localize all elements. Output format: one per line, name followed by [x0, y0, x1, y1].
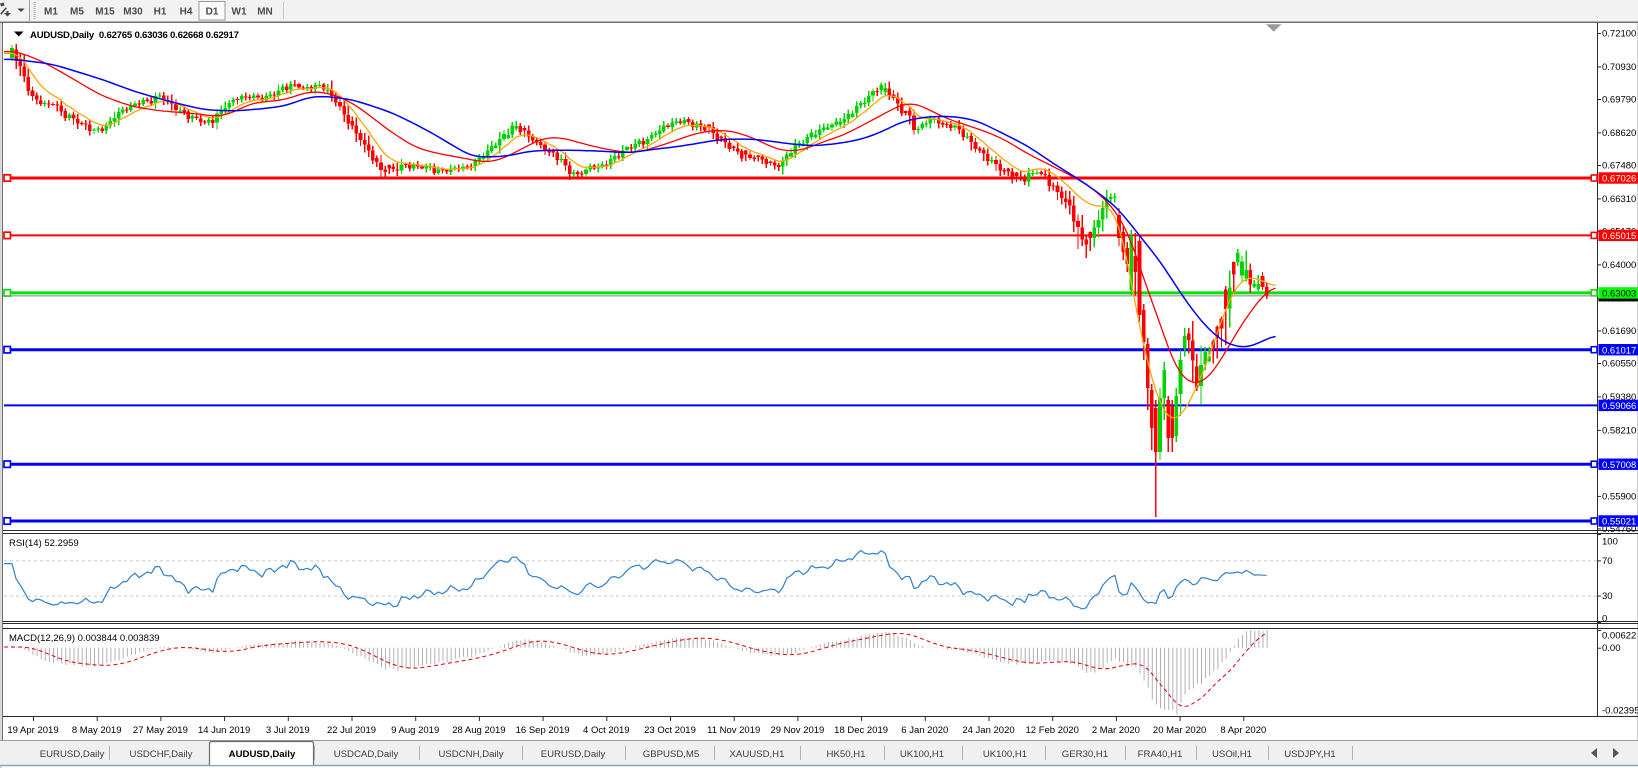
svg-text:0.64000: 0.64000 — [1602, 260, 1636, 271]
svg-text:0.57008: 0.57008 — [1602, 460, 1636, 471]
svg-text:0.66310: 0.66310 — [1602, 194, 1636, 205]
svg-text:FRA40,H1: FRA40,H1 — [1138, 749, 1183, 760]
svg-text:29 Nov 2019: 29 Nov 2019 — [770, 725, 824, 736]
svg-text:D1: D1 — [206, 7, 219, 18]
svg-text:0.58210: 0.58210 — [1602, 425, 1636, 436]
svg-text:AUDUSD,Daily: AUDUSD,Daily — [229, 749, 296, 760]
svg-text:USDJPY,H1: USDJPY,H1 — [1284, 749, 1336, 760]
svg-text:18 Dec 2019: 18 Dec 2019 — [834, 725, 888, 736]
svg-text:-0.02395: -0.02395 — [1602, 706, 1638, 717]
svg-text:30: 30 — [1602, 591, 1613, 602]
svg-text:0.59066: 0.59066 — [1602, 401, 1636, 412]
svg-text:11 Nov 2019: 11 Nov 2019 — [707, 725, 760, 736]
svg-text:UK100,H1: UK100,H1 — [983, 749, 1027, 760]
svg-text:H4: H4 — [180, 7, 193, 18]
svg-text:8 May 2019: 8 May 2019 — [72, 725, 122, 736]
svg-text:2 Mar 2020: 2 Mar 2020 — [1092, 725, 1140, 736]
svg-text:16 Sep 2019: 16 Sep 2019 — [516, 725, 570, 736]
svg-text:22 Jul 2019: 22 Jul 2019 — [327, 725, 376, 736]
svg-text:6 Jan 2020: 6 Jan 2020 — [901, 725, 948, 736]
svg-text:24 Jan 2020: 24 Jan 2020 — [962, 725, 1014, 736]
svg-text:23 Oct 2019: 23 Oct 2019 — [644, 725, 696, 736]
svg-text:0.67480: 0.67480 — [1602, 161, 1636, 172]
svg-text:0.61017: 0.61017 — [1602, 345, 1636, 356]
svg-text:8 Apr 2020: 8 Apr 2020 — [1220, 725, 1266, 736]
svg-text:EURUSD,Daily: EURUSD,Daily — [541, 749, 606, 760]
svg-text:12 Feb 2020: 12 Feb 2020 — [1026, 725, 1079, 736]
svg-text:USDCNH,Daily: USDCNH,Daily — [438, 749, 503, 760]
svg-text:XAUUSD,H1: XAUUSD,H1 — [730, 749, 785, 760]
svg-text:0.63003: 0.63003 — [1602, 289, 1636, 300]
svg-text:0.69790: 0.69790 — [1602, 95, 1636, 106]
svg-text:0.55900: 0.55900 — [1602, 491, 1636, 502]
svg-text:0.72100: 0.72100 — [1602, 29, 1636, 40]
svg-text:70: 70 — [1602, 556, 1613, 567]
svg-text:28 Aug 2019: 28 Aug 2019 — [452, 725, 505, 736]
svg-text:27 May 2019: 27 May 2019 — [133, 725, 188, 736]
svg-text:3 Jul 2019: 3 Jul 2019 — [266, 725, 310, 736]
svg-text:GBPUSD,M5: GBPUSD,M5 — [643, 749, 700, 760]
svg-text:0.00: 0.00 — [1602, 643, 1621, 654]
svg-text:USDCHF,Daily: USDCHF,Daily — [130, 749, 193, 760]
svg-text:100: 100 — [1602, 537, 1618, 548]
svg-text:4 Oct 2019: 4 Oct 2019 — [583, 725, 629, 736]
svg-text:W1: W1 — [232, 7, 247, 18]
svg-text:19 Apr 2019: 19 Apr 2019 — [7, 725, 58, 736]
svg-text:RSI(14) 52.2959: RSI(14) 52.2959 — [9, 538, 79, 549]
svg-text:0.59380: 0.59380 — [1602, 392, 1636, 403]
svg-text:0.68620: 0.68620 — [1602, 128, 1636, 139]
svg-text:0: 0 — [1602, 614, 1607, 625]
svg-text:M15: M15 — [95, 7, 115, 18]
svg-text:0.61690: 0.61690 — [1602, 326, 1636, 337]
svg-text:0.70930: 0.70930 — [1602, 62, 1636, 73]
svg-text:0.54760: 0.54760 — [1602, 524, 1636, 535]
svg-text:UK100,H1: UK100,H1 — [900, 749, 944, 760]
svg-text:MACD(12,26,9) 0.003844 0.00383: MACD(12,26,9) 0.003844 0.003839 — [9, 633, 160, 644]
svg-text:EURUSD,Daily: EURUSD,Daily — [40, 749, 105, 760]
svg-text:14 Jun 2019: 14 Jun 2019 — [198, 725, 250, 736]
svg-text:0.60550: 0.60550 — [1602, 359, 1636, 370]
svg-text:20 Mar 2020: 20 Mar 2020 — [1153, 725, 1206, 736]
svg-text:USDCAD,Daily: USDCAD,Daily — [334, 749, 399, 760]
svg-text:M1: M1 — [44, 7, 58, 18]
svg-text:GER30,H1: GER30,H1 — [1062, 749, 1108, 760]
svg-text:0.55021: 0.55021 — [1602, 517, 1636, 528]
svg-text:0.65015: 0.65015 — [1602, 231, 1636, 242]
svg-text:0.00622: 0.00622 — [1602, 631, 1636, 642]
svg-text:M30: M30 — [123, 7, 143, 18]
svg-text:HK50,H1: HK50,H1 — [827, 749, 866, 760]
svg-text:M5: M5 — [70, 7, 84, 18]
svg-text:0.67026: 0.67026 — [1602, 174, 1636, 185]
svg-text:AUDUSD,Daily 0.62765 0.63036: AUDUSD,Daily 0.62765 0.63036 0.62668 0.6… — [30, 30, 239, 41]
svg-text:MN: MN — [257, 7, 273, 18]
svg-text:9 Aug 2019: 9 Aug 2019 — [391, 725, 439, 736]
svg-text:H1: H1 — [154, 7, 167, 18]
svg-text:USOil,H1: USOil,H1 — [1212, 749, 1252, 760]
